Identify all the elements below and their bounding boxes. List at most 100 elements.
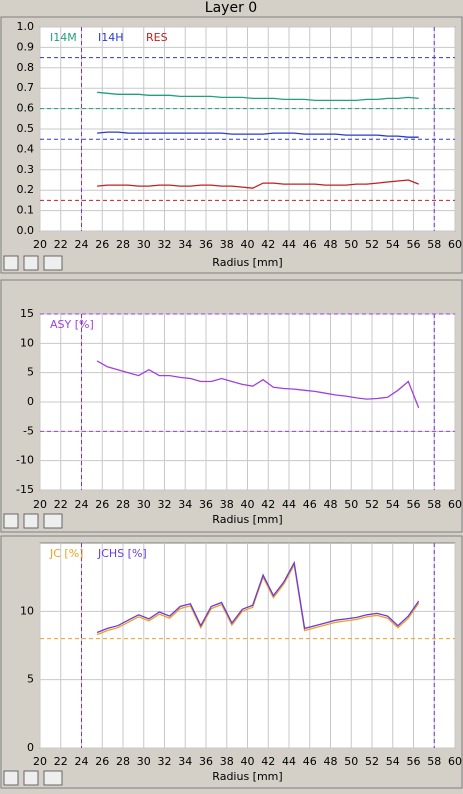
legend-entry: I14M	[50, 31, 77, 44]
x-axis-label: Radius [mm]	[212, 770, 282, 783]
x-tick-label: 40	[241, 238, 255, 251]
y-tick-label: 0.8	[17, 61, 35, 74]
x-tick-label: 48	[324, 238, 338, 251]
zoom-button[interactable]	[3, 513, 19, 529]
x-tick-label: 48	[324, 755, 338, 768]
y-tick-label: 0.5	[17, 122, 35, 135]
x-tick-label: 32	[158, 498, 172, 511]
x-tick-label: 20	[33, 498, 47, 511]
x-tick-label: 44	[282, 238, 296, 251]
x-tick-label: 32	[158, 238, 172, 251]
legend-entry: JC [%]	[49, 547, 83, 560]
y-tick-label: 0.0	[17, 224, 35, 237]
x-axis-label: Radius [mm]	[212, 256, 282, 269]
y-tick-label: 10	[20, 604, 34, 617]
page-title: Layer 0	[205, 0, 257, 16]
x-tick-label: 60	[448, 238, 462, 251]
x-tick-label: 52	[365, 498, 379, 511]
y-tick-label: 0.1	[17, 204, 35, 217]
x-tick-label: 54	[386, 498, 400, 511]
y-tick-label: 1.0	[17, 20, 35, 33]
x-tick-label: 22	[54, 238, 68, 251]
x-tick-label: 30	[137, 498, 151, 511]
x-tick-label: 44	[282, 498, 296, 511]
x-tick-label: 54	[386, 238, 400, 251]
series-line	[97, 179, 419, 189]
x-tick-label: 20	[33, 238, 47, 251]
x-axis-label: Radius [mm]	[212, 513, 282, 526]
y-tick-label: 0.2	[17, 183, 35, 196]
x-tick-label: 46	[303, 755, 317, 768]
y-tick-label: 0.6	[17, 102, 35, 115]
x-tick-label: 48	[324, 498, 338, 511]
series-line	[96, 560, 420, 634]
zoom-button[interactable]	[3, 255, 19, 271]
series-line	[96, 360, 420, 409]
y-tick-label: -15	[16, 483, 34, 496]
legend-entry: RES	[146, 31, 168, 44]
x-tick-label: 24	[75, 238, 89, 251]
legend-entry: ASY [%]	[50, 318, 94, 331]
x-tick-label: 24	[75, 755, 89, 768]
x-tick-label: 20	[33, 755, 47, 768]
x-tick-label: 34	[178, 238, 192, 251]
x-tick-label: 22	[54, 755, 68, 768]
x-tick-label: 58	[427, 755, 441, 768]
x-tick-label: 38	[220, 755, 234, 768]
crosshair-button[interactable]	[23, 513, 39, 529]
pan-button[interactable]	[43, 513, 63, 529]
x-tick-label: 38	[220, 238, 234, 251]
y-tick-label: 10	[20, 336, 34, 349]
x-tick-label: 28	[116, 238, 130, 251]
pan-button[interactable]	[43, 770, 63, 786]
y-tick-label: -5	[23, 424, 34, 437]
x-tick-label: 50	[344, 755, 358, 768]
x-tick-label: 56	[407, 498, 421, 511]
x-tick-label: 52	[365, 755, 379, 768]
y-tick-label: 0	[27, 741, 34, 754]
x-tick-label: 60	[448, 755, 462, 768]
x-tick-label: 56	[407, 238, 421, 251]
toolbar	[3, 255, 63, 786]
x-tick-label: 44	[282, 755, 296, 768]
y-tick-label: 5	[27, 673, 34, 686]
x-tick-label: 32	[158, 755, 172, 768]
x-tick-label: 36	[199, 498, 213, 511]
x-tick-label: 54	[386, 755, 400, 768]
pan-button[interactable]	[43, 255, 63, 271]
x-tick-label: 52	[365, 238, 379, 251]
y-tick-label: 0	[27, 395, 34, 408]
y-tick-label: 0.4	[17, 142, 35, 155]
x-tick-label: 42	[261, 755, 275, 768]
zoom-button[interactable]	[3, 770, 19, 786]
x-tick-label: 34	[178, 755, 192, 768]
series-line	[97, 91, 419, 102]
x-tick-label: 58	[427, 498, 441, 511]
y-tick-label: 5	[27, 366, 34, 379]
x-tick-label: 36	[199, 755, 213, 768]
x-tick-label: 36	[199, 238, 213, 251]
crosshair-button[interactable]	[23, 770, 39, 786]
x-tick-label: 26	[95, 755, 109, 768]
series-line	[97, 131, 419, 138]
x-tick-label: 42	[261, 238, 275, 251]
y-tick-label: -10	[16, 454, 34, 467]
x-tick-label: 40	[241, 755, 255, 768]
x-tick-label: 30	[137, 238, 151, 251]
y-tick-label: 0.3	[17, 163, 35, 176]
series-line	[96, 562, 420, 636]
x-tick-label: 58	[427, 238, 441, 251]
crosshair-button[interactable]	[23, 255, 39, 271]
x-tick-label: 26	[95, 238, 109, 251]
x-tick-label: 28	[116, 498, 130, 511]
x-tick-label: 34	[178, 498, 192, 511]
y-tick-label: 0.9	[17, 40, 35, 53]
x-tick-label: 60	[448, 498, 462, 511]
x-tick-label: 28	[116, 755, 130, 768]
x-tick-label: 22	[54, 498, 68, 511]
x-tick-label: 40	[241, 498, 255, 511]
y-tick-label: 0.7	[17, 81, 35, 94]
y-tick-label: 15	[20, 307, 34, 320]
x-tick-label: 50	[344, 498, 358, 511]
